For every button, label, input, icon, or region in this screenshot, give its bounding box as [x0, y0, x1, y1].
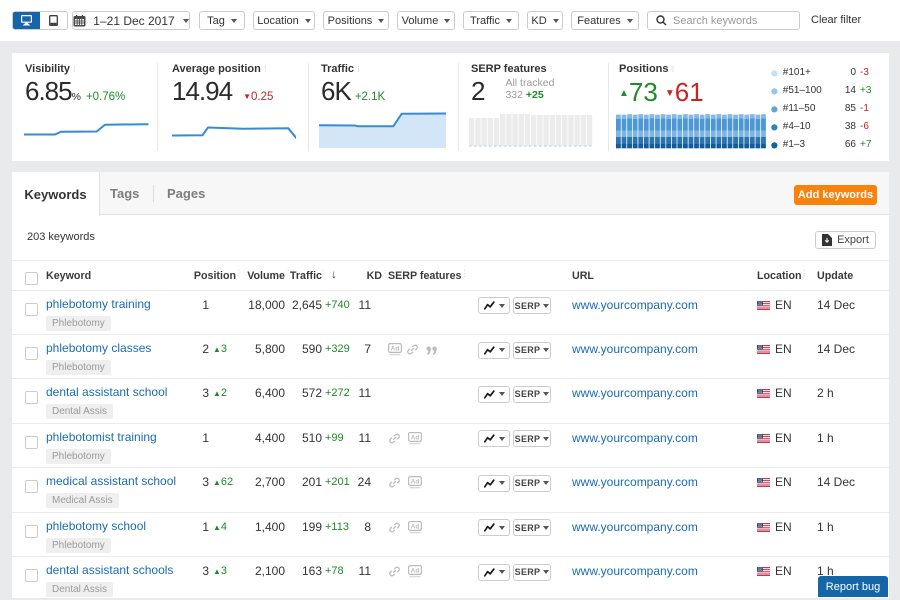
svg-text:Ad: Ad — [391, 346, 400, 353]
svg-text:Ad: Ad — [411, 568, 420, 575]
svg-text:Ad: Ad — [411, 479, 420, 486]
svg-text:Ad: Ad — [411, 434, 420, 441]
svg-text:Ad: Ad — [411, 523, 420, 530]
